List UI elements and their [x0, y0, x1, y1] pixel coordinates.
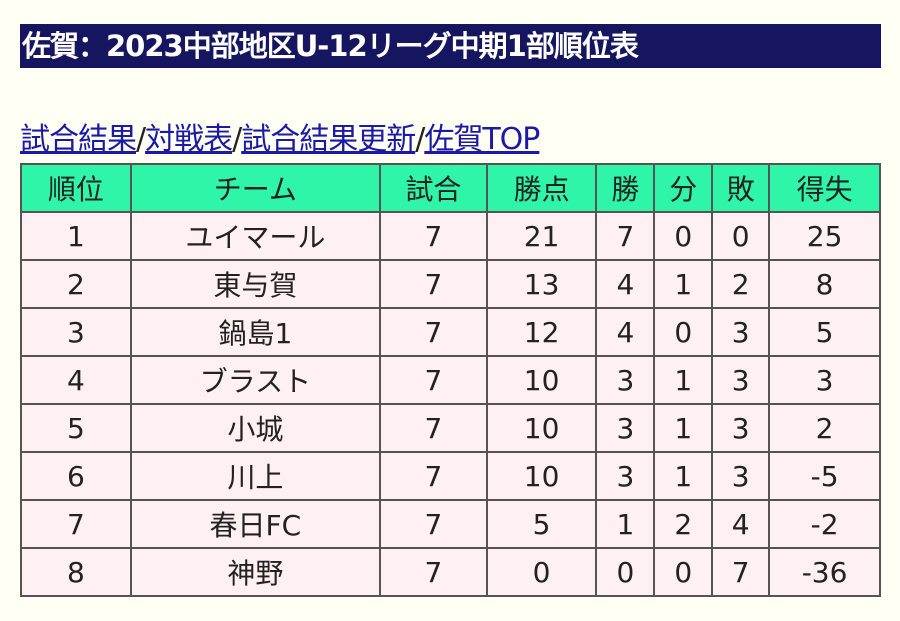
cell-rank: 3: [20, 307, 132, 357]
cell-goal-diff: 3: [768, 355, 881, 405]
cell-draws: 1: [653, 451, 714, 501]
standings-table: 順位 チーム 試合 勝点勝分敗得失 1 ユイマール 7 21 7 0 0 25 2 東与賀 7 13 4 1 2 8…: [20, 163, 881, 597]
cell-rank: 7: [20, 499, 132, 549]
separator: /: [415, 122, 425, 157]
cell-losses: 3: [711, 355, 771, 405]
cell-played: 7: [378, 547, 488, 597]
header-goal-diff: 得失: [768, 163, 881, 213]
cell-goal-diff: -5: [768, 451, 881, 501]
cell-draws: 0: [653, 211, 714, 261]
header-played: 試合: [378, 163, 488, 213]
cell-points: 12: [485, 307, 598, 357]
cell-rank: 1: [20, 211, 132, 261]
header-team: チーム: [129, 163, 381, 213]
cell-played: 7: [378, 259, 488, 309]
cell-team: 春日FC: [129, 499, 381, 549]
cell-losses: 7: [711, 547, 771, 597]
cell-played: 7: [378, 211, 488, 261]
cell-draws: 2: [653, 499, 714, 549]
cell-team: 川上: [129, 451, 381, 501]
cell-points: 5: [485, 499, 598, 549]
table-row: 1 ユイマール 7 21 7 0 0 25: [20, 211, 881, 261]
separator: /: [136, 122, 146, 157]
cell-goal-diff: 25: [768, 211, 881, 261]
cell-wins: 4: [595, 259, 656, 309]
cell-wins: 0: [595, 547, 656, 597]
cell-rank: 5: [20, 403, 132, 453]
header-rank: 順位: [20, 163, 132, 213]
cell-team: 小城: [129, 403, 381, 453]
header-losses: 敗: [711, 163, 771, 213]
table-row: 5 小城 7 10 3 1 3 2: [20, 403, 881, 453]
cell-losses: 0: [711, 211, 771, 261]
header-wins: 勝: [595, 163, 656, 213]
cell-goal-diff: -2: [768, 499, 881, 549]
cell-played: 7: [378, 451, 488, 501]
cell-goal-diff: 5: [768, 307, 881, 357]
cell-team: ユイマール: [129, 211, 381, 261]
cell-points: 21: [485, 211, 598, 261]
cell-draws: 1: [653, 403, 714, 453]
cell-rank: 4: [20, 355, 132, 405]
cell-goal-diff: 2: [768, 403, 881, 453]
cell-points: 10: [485, 355, 598, 405]
cell-points: 0: [485, 547, 598, 597]
cell-draws: 1: [653, 355, 714, 405]
cell-draws: 0: [653, 307, 714, 357]
cell-losses: 2: [711, 259, 771, 309]
cell-goal-diff: 8: [768, 259, 881, 309]
separator: /: [232, 122, 242, 157]
cell-team: 鍋島1: [129, 307, 381, 357]
cell-played: 7: [378, 355, 488, 405]
page-title: 佐賀：2023中部地区U-12リーグ中期1部順位表: [20, 24, 881, 68]
cell-losses: 3: [711, 307, 771, 357]
cell-points: 10: [485, 403, 598, 453]
cell-goal-diff: -36: [768, 547, 881, 597]
table-row: 3 鍋島1 7 12 4 0 3 5: [20, 307, 881, 357]
cell-played: 7: [378, 307, 488, 357]
cell-draws: 1: [653, 259, 714, 309]
cell-team: 東与賀: [129, 259, 381, 309]
link-match-results[interactable]: 試合結果: [20, 122, 137, 157]
cell-losses: 3: [711, 403, 771, 453]
cell-wins: 3: [595, 403, 656, 453]
cell-team: ブラスト: [129, 355, 381, 405]
table-row: 8 神野 7 0 0 0 7 -36: [20, 547, 881, 597]
cell-played: 7: [378, 403, 488, 453]
cell-losses: 4: [711, 499, 771, 549]
cell-rank: 2: [20, 259, 132, 309]
table-row: 2 東与賀 7 13 4 1 2 8: [20, 259, 881, 309]
cell-losses: 3: [711, 451, 771, 501]
cell-draws: 0: [653, 547, 714, 597]
table-row: 7 春日FC 7 5 1 2 4 -2: [20, 499, 881, 549]
cell-points: 13: [485, 259, 598, 309]
cell-wins: 7: [595, 211, 656, 261]
cell-wins: 4: [595, 307, 656, 357]
cell-rank: 6: [20, 451, 132, 501]
cell-wins: 1: [595, 499, 656, 549]
link-matchup-table[interactable]: 対戦表: [145, 122, 233, 157]
link-saga-top[interactable]: 佐賀TOP: [424, 122, 540, 157]
link-update-results[interactable]: 試合結果更新: [241, 122, 416, 157]
cell-wins: 3: [595, 451, 656, 501]
table-row: 6 川上 7 10 3 1 3 -5: [20, 451, 881, 501]
nav-links: 試合結果/対戦表/試合結果更新/佐賀TOP: [20, 120, 540, 160]
cell-played: 7: [378, 499, 488, 549]
header-points: 勝点: [485, 163, 598, 213]
table-row: 4 ブラスト 7 10 3 1 3 3: [20, 355, 881, 405]
cell-rank: 8: [20, 547, 132, 597]
header-draws: 分: [653, 163, 714, 213]
cell-points: 10: [485, 451, 598, 501]
header-row: 順位 チーム 試合 勝点勝分敗得失: [20, 163, 881, 213]
cell-team: 神野: [129, 547, 381, 597]
cell-wins: 3: [595, 355, 656, 405]
